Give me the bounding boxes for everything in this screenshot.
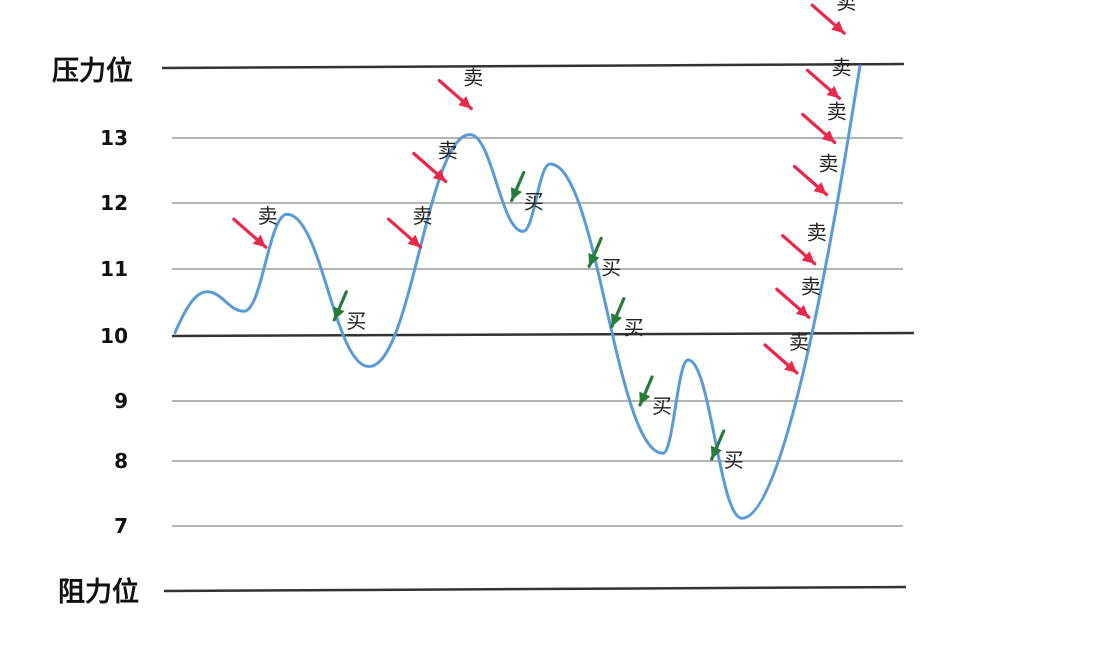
sell-signal: 卖: [810, 0, 856, 35]
sell-label: 卖: [413, 204, 433, 228]
sell-signal: 卖: [792, 152, 839, 197]
sell-label: 卖: [819, 152, 839, 176]
buy-signal: 买: [510, 170, 544, 214]
buy-label: 买: [346, 309, 366, 333]
buy-arrow-icon: [510, 170, 526, 203]
upper-boundary-line: [161, 62, 905, 70]
sell-signal: 卖: [412, 139, 458, 184]
sell-label: 卖: [438, 139, 458, 163]
buy-signal: 买: [332, 290, 366, 333]
sell-arrow-icon: [781, 234, 817, 266]
sell-signal: 卖: [437, 66, 483, 111]
buy-signal: 买: [710, 429, 744, 472]
buy-label: 买: [524, 190, 544, 214]
sell-label: 卖: [463, 66, 483, 90]
sell-signal: 卖: [232, 204, 278, 249]
sell-arrow-icon: [805, 68, 842, 100]
sell-arrow-icon: [232, 217, 268, 249]
level-label-12: 12: [100, 191, 128, 215]
level-label-10: 10: [100, 324, 128, 348]
level-label-7: 7: [114, 514, 128, 538]
sell-label: 卖: [836, 0, 856, 14]
level-label-13: 13: [100, 126, 128, 150]
grid-line-10: [171, 331, 915, 338]
sell-signal: 卖: [805, 55, 851, 100]
buy-signal: 买: [587, 236, 621, 279]
buy-label: 买: [724, 448, 744, 472]
buy-arrow-icon: [710, 429, 726, 461]
sell-label: 卖: [258, 204, 278, 228]
sell-label: 卖: [827, 100, 847, 124]
sell-label: 卖: [801, 274, 821, 298]
sell-signal: 卖: [386, 204, 433, 249]
buy-label: 买: [624, 316, 644, 340]
buy-signal: 买: [638, 375, 672, 418]
sell-arrow-icon: [801, 112, 837, 145]
sell-signal: 卖: [801, 100, 847, 145]
upper-boundary-label: 压力位: [52, 55, 133, 87]
sell-arrow-icon: [386, 217, 423, 249]
sell-arrow-icon: [810, 3, 846, 35]
buy-arrow-icon: [638, 375, 654, 407]
price-curve: [173, 64, 862, 520]
sell-arrow-icon: [437, 78, 473, 111]
sell-arrow-icon: [775, 287, 811, 319]
level-label-8: 8: [114, 449, 128, 473]
buy-label: 买: [601, 255, 621, 279]
buy-arrow-icon: [610, 297, 626, 329]
sell-signal: 卖: [775, 274, 821, 319]
level-label-11: 11: [100, 257, 128, 281]
lower-boundary-line: [163, 585, 907, 593]
buy-arrow-icon: [332, 290, 348, 322]
sell-arrow-icon: [792, 164, 829, 197]
buy-label: 买: [652, 394, 672, 418]
sell-label: 卖: [831, 55, 851, 79]
buy-signal: 买: [610, 297, 644, 340]
level-label-9: 9: [114, 389, 128, 413]
price-level-grid: 13 12 11 10 9 8 7: [100, 126, 915, 538]
lower-boundary-label: 阻力位: [58, 576, 139, 608]
buy-arrow-icon: [587, 236, 603, 268]
sell-arrow-icon: [763, 343, 799, 375]
sell-label: 卖: [807, 221, 827, 245]
sell-signal: 卖: [781, 221, 827, 266]
sell-arrow-icon: [412, 151, 448, 184]
sell-signal: 卖: [763, 330, 809, 375]
sell-label: 卖: [789, 330, 809, 354]
